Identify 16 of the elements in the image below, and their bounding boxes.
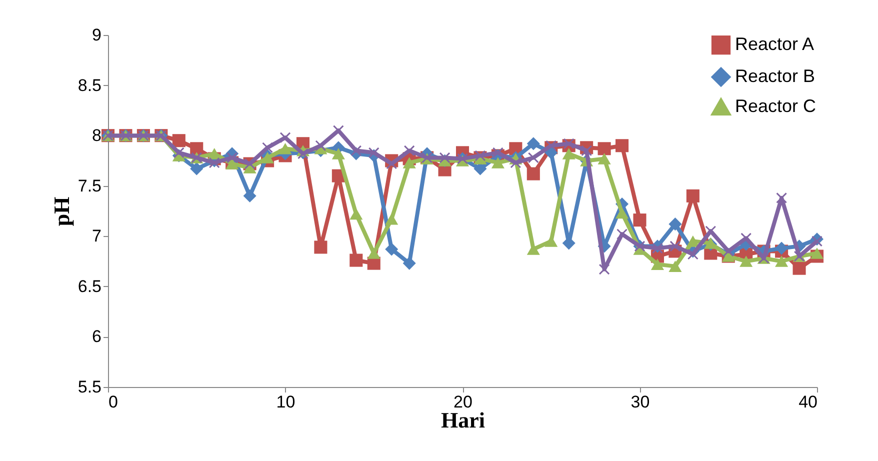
y-axis-title: pH: [48, 196, 74, 226]
y-tick-label: 9: [92, 26, 102, 44]
y-tick-label: 7: [92, 226, 102, 246]
legend-label: Reactor A: [735, 34, 814, 54]
legend-label: Reactor B: [735, 66, 816, 86]
x-tick-label: 0: [108, 392, 118, 412]
x-tick-label: 40: [798, 392, 818, 412]
y-tick-label: 6.5: [78, 276, 102, 296]
legend-label: Reactor C: [735, 96, 816, 116]
y-tick-label: 8: [92, 126, 102, 146]
x-tick-label: 10: [276, 392, 296, 412]
y-tick-label: 5.5: [78, 378, 102, 396]
y-tick-label: 7.5: [78, 176, 102, 196]
y-tick-label: 6: [92, 327, 102, 346]
y-tick-label: 8.5: [78, 76, 102, 95]
x-tick-label: 30: [630, 392, 650, 412]
